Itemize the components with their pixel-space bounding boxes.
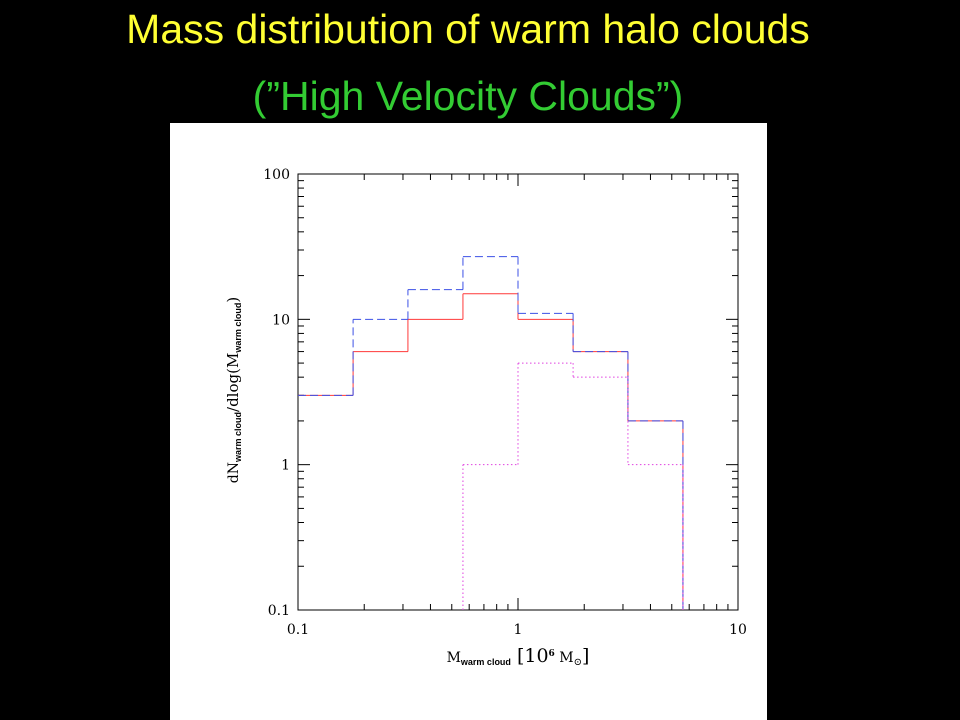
x-label-part: ]: [582, 645, 589, 667]
x-tick-label: 1: [514, 622, 523, 638]
x-label-part: [10: [517, 645, 549, 667]
y-tick-label: 0.1: [268, 603, 290, 619]
x-tick-label: 10: [729, 622, 747, 638]
slide-subtitle: (”High Velocity Clouds”): [253, 73, 684, 119]
y-tick-label: 1: [281, 458, 290, 474]
y-label-part: warm cloud: [233, 412, 243, 463]
x-label-part: warm cloud: [460, 657, 511, 667]
x-axis-label: Mwarm cloud [106 M⊙]: [447, 645, 590, 668]
x-label-part: M: [447, 650, 461, 666]
y-axis-label: dNwarm cloud/dlog(Mwarm cloud): [224, 297, 243, 483]
y-label-part: ): [224, 297, 242, 303]
y-label-part: /dlog(M: [224, 353, 242, 412]
chart-panel: [170, 123, 767, 720]
x-label-part: M: [555, 650, 574, 666]
slide-title: Mass distribution of warm halo clouds: [126, 6, 810, 52]
x-label-part: ⊙: [574, 657, 582, 668]
x-tick-label: 0.1: [287, 622, 309, 638]
y-tick-label: 100: [263, 167, 290, 183]
x-label-part: 6: [549, 649, 555, 659]
y-label-part: warm cloud: [233, 303, 243, 354]
y-label-part: dN: [226, 462, 242, 483]
y-tick-label: 10: [272, 312, 290, 328]
